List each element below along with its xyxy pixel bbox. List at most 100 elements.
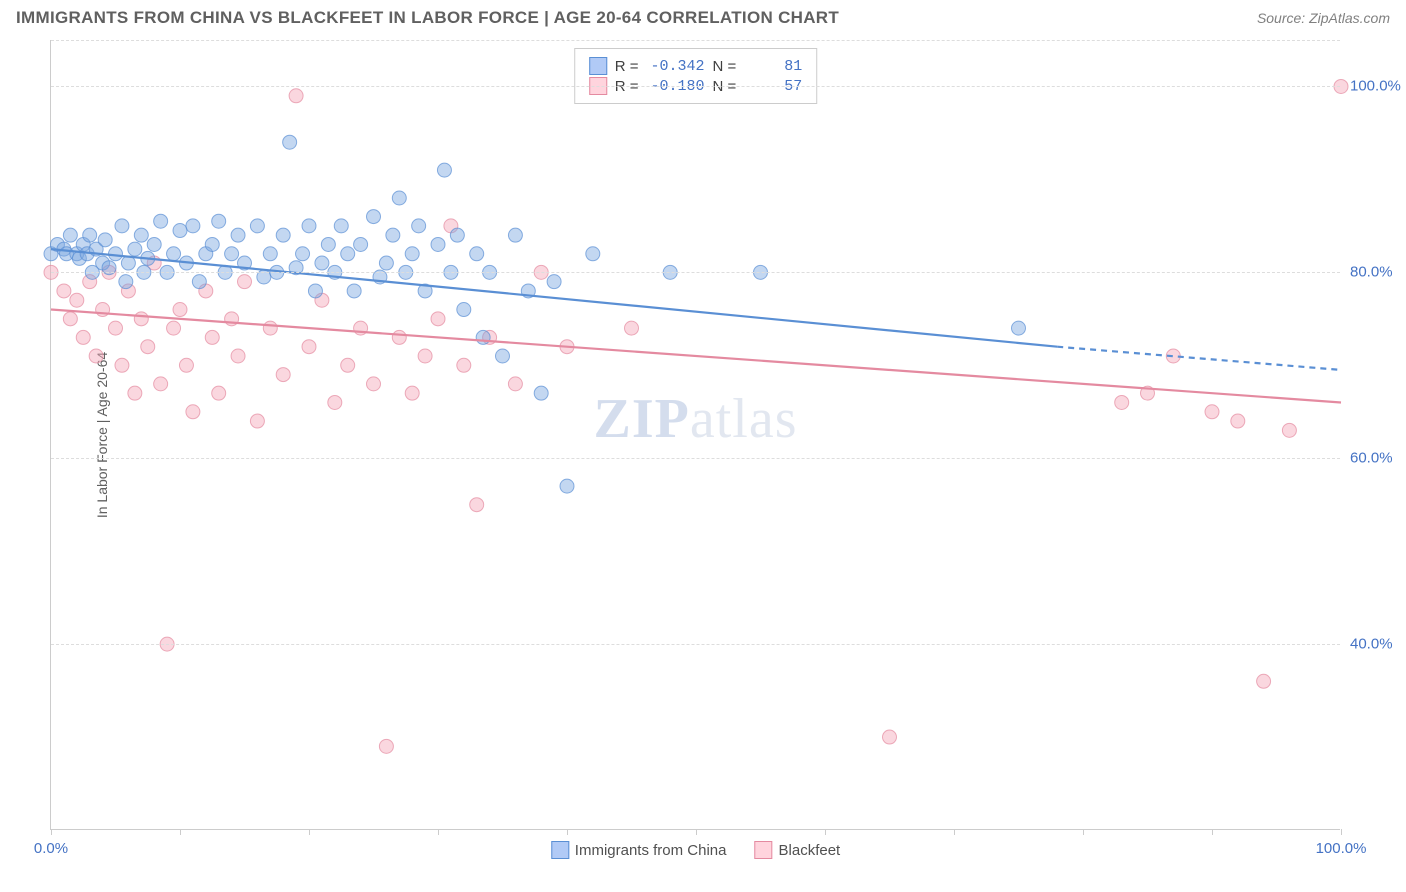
r-label: R =	[615, 58, 639, 75]
scatter-point	[586, 247, 600, 261]
y-tick-label: 100.0%	[1350, 78, 1406, 95]
chart-plot-area: In Labor Force | Age 20-64 ZIPatlas R = …	[50, 40, 1340, 830]
scatter-point	[1205, 405, 1219, 419]
x-tick	[180, 829, 181, 835]
scatter-point	[321, 237, 335, 251]
scatter-point	[186, 405, 200, 419]
source-prefix: Source:	[1257, 10, 1309, 26]
scatter-point	[308, 284, 322, 298]
scatter-point	[109, 247, 123, 261]
scatter-point	[405, 386, 419, 400]
scatter-point	[379, 739, 393, 753]
scatter-point	[437, 163, 451, 177]
scatter-point	[450, 228, 464, 242]
scatter-point	[205, 237, 219, 251]
x-tick	[954, 829, 955, 835]
scatter-point	[276, 368, 290, 382]
scatter-point	[263, 321, 277, 335]
scatter-point	[379, 256, 393, 270]
scatter-point	[328, 395, 342, 409]
scatter-point	[547, 275, 561, 289]
scatter-point	[302, 219, 316, 233]
scatter-point	[63, 228, 77, 242]
swatch-blue-icon	[589, 57, 607, 75]
scatter-point	[508, 377, 522, 391]
scatter-point	[283, 135, 297, 149]
scatter-svg	[51, 40, 1340, 829]
legend-bottom: Immigrants from China Blackfeet	[551, 841, 840, 859]
scatter-point	[238, 275, 252, 289]
x-tick-label: 0.0%	[34, 840, 68, 857]
gridline-h	[51, 272, 1340, 273]
scatter-point	[470, 247, 484, 261]
x-tick	[567, 829, 568, 835]
x-tick-label: 100.0%	[1316, 840, 1367, 857]
x-tick	[309, 829, 310, 835]
scatter-point	[231, 228, 245, 242]
scatter-point	[347, 284, 361, 298]
scatter-point	[119, 275, 133, 289]
x-tick	[1083, 829, 1084, 835]
scatter-point	[70, 293, 84, 307]
chart-title: IMMIGRANTS FROM CHINA VS BLACKFEET IN LA…	[16, 8, 839, 28]
scatter-point	[134, 228, 148, 242]
scatter-point	[496, 349, 510, 363]
scatter-point	[476, 330, 490, 344]
scatter-point	[231, 349, 245, 363]
scatter-point	[367, 210, 381, 224]
scatter-point	[431, 312, 445, 326]
scatter-point	[98, 233, 112, 247]
legend-swatch-blue-icon	[551, 841, 569, 859]
scatter-point	[154, 214, 168, 228]
scatter-point	[205, 330, 219, 344]
scatter-point	[405, 247, 419, 261]
scatter-point	[250, 219, 264, 233]
correlation-stats-box: R = -0.342 N = 81 R = -0.180 N = 57	[574, 48, 818, 104]
scatter-point	[1257, 674, 1271, 688]
scatter-point	[341, 247, 355, 261]
scatter-point	[134, 312, 148, 326]
scatter-point	[141, 340, 155, 354]
scatter-point	[289, 89, 303, 103]
scatter-point	[57, 284, 71, 298]
x-tick	[696, 829, 697, 835]
scatter-point	[412, 219, 426, 233]
scatter-point	[367, 377, 381, 391]
scatter-point	[225, 247, 239, 261]
r-value-blue: -0.342	[647, 58, 705, 75]
gridline-h	[51, 458, 1340, 459]
scatter-point	[179, 358, 193, 372]
scatter-point	[128, 386, 142, 400]
scatter-point	[386, 228, 400, 242]
scatter-point	[276, 228, 290, 242]
scatter-point	[470, 498, 484, 512]
scatter-point	[115, 219, 129, 233]
legend-swatch-pink-icon	[755, 841, 773, 859]
y-tick-label: 40.0%	[1350, 636, 1406, 653]
scatter-point	[418, 349, 432, 363]
scatter-point	[147, 237, 161, 251]
scatter-point	[296, 247, 310, 261]
chart-header: IMMIGRANTS FROM CHINA VS BLACKFEET IN LA…	[0, 0, 1406, 32]
scatter-point	[250, 414, 264, 428]
scatter-point	[392, 191, 406, 205]
scatter-point	[560, 479, 574, 493]
scatter-point	[167, 321, 181, 335]
scatter-point	[186, 219, 200, 233]
n-label: N =	[713, 58, 737, 75]
scatter-point	[534, 386, 548, 400]
legend-label-blue: Immigrants from China	[575, 842, 727, 859]
scatter-point	[212, 214, 226, 228]
gridline-h	[51, 40, 1340, 41]
legend-label-pink: Blackfeet	[779, 842, 841, 859]
scatter-point	[1115, 395, 1129, 409]
legend-item-blue: Immigrants from China	[551, 841, 727, 859]
scatter-point	[192, 275, 206, 289]
source-attribution: Source: ZipAtlas.com	[1257, 10, 1390, 26]
n-value-blue: 81	[744, 58, 802, 75]
scatter-point	[1282, 423, 1296, 437]
gridline-h	[51, 86, 1340, 87]
scatter-point	[625, 321, 639, 335]
trend-line	[51, 249, 1057, 347]
scatter-point	[89, 349, 103, 363]
